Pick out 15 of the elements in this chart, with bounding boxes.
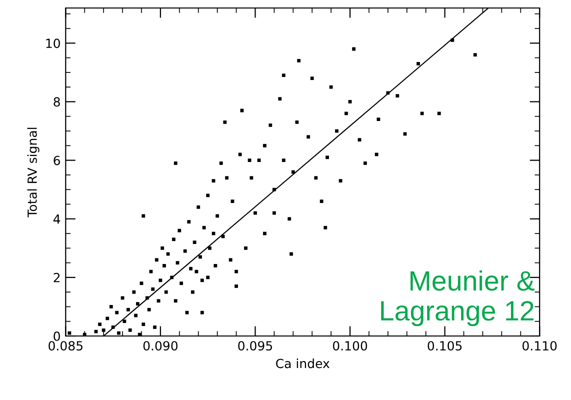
x-axis-title: Ca index xyxy=(276,358,330,368)
y-tick-label: 8 xyxy=(54,97,60,107)
y-tick-label: 6 xyxy=(54,156,60,166)
y-tick-label: 2 xyxy=(54,272,60,282)
y-axis-title: Total RV signal xyxy=(27,128,40,218)
x-tick-label: 0.105 xyxy=(428,341,462,351)
y-tick-label: 4 xyxy=(53,214,60,224)
x-tick-label: 0.090 xyxy=(143,341,178,351)
x-tick-label: 0.085 xyxy=(48,341,82,351)
annotation: Meunier & Lagrange 12 xyxy=(381,270,534,326)
y-tick-label: 10 xyxy=(46,38,60,48)
y-tick-label: 0 xyxy=(54,331,60,341)
x-tick-label: 0.095 xyxy=(238,341,272,351)
x-tick-label: 0.110 xyxy=(522,341,557,351)
x-tick-label: 0.100 xyxy=(332,341,368,351)
